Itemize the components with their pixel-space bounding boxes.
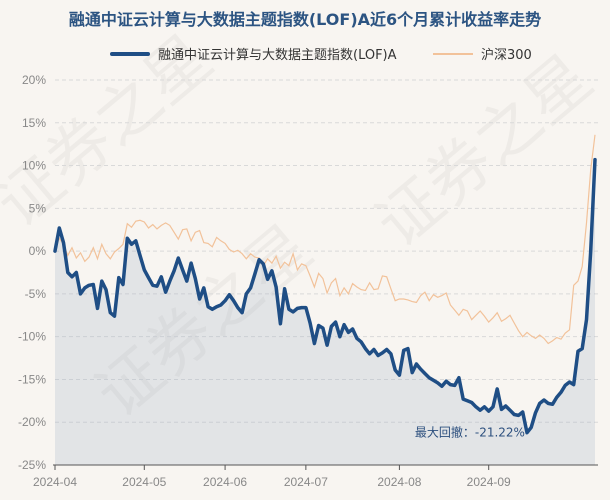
axes: 20% 15% 10% 5% 0% -5% -10% -15% -20% -25% 2024-04 2… — [18, 73, 598, 489]
y-tick-label: -20% — [18, 415, 46, 429]
fund-area — [55, 159, 595, 465]
legend-item-fund[interactable]: 融通中证云计算与大数据主题指数(LOF)A — [110, 44, 397, 63]
y-tick-label: 10% — [22, 159, 46, 173]
legend-swatch-index — [433, 52, 473, 55]
annotations: 最大回撤：-21.22% — [415, 425, 525, 440]
y-tick-label: 0% — [29, 244, 47, 258]
y-tick-label: -5% — [25, 287, 47, 301]
legend: 融通中证云计算与大数据主题指数(LOF)A 沪深300 — [0, 44, 610, 64]
legend-label-index: 沪深300 — [481, 48, 532, 63]
y-tick-label: -15% — [18, 372, 46, 386]
y-tick-label: -25% — [18, 458, 46, 472]
y-tick-label: 15% — [22, 116, 46, 130]
x-tick-label: 2024-08 — [377, 475, 421, 489]
max-drawdown-label: 最大回撤：-21.22% — [415, 425, 525, 440]
legend-label-fund: 融通中证云计算与大数据主题指数(LOF)A — [158, 48, 397, 63]
chart-title: 融通中证云计算与大数据主题指数(LOF)A近6个月累计收益率走势 — [68, 10, 542, 29]
y-tick-label: 5% — [29, 201, 47, 215]
series-layer — [53, 134, 597, 465]
y-tick-label: -10% — [18, 330, 46, 344]
legend-swatch-fund — [110, 51, 150, 56]
legend-item-index[interactable]: 沪深300 — [433, 44, 532, 63]
x-tick-label: 2024-09 — [467, 475, 511, 489]
y-tick-label: 20% — [22, 73, 46, 87]
x-tick-label: 2024-07 — [284, 475, 328, 489]
x-tick-label: 2024-06 — [203, 475, 247, 489]
series-line-fund — [53, 157, 597, 435]
watermark-text: 证券之星 — [363, 41, 607, 262]
x-tick-label: 2024-04 — [33, 475, 77, 489]
x-tick-label: 2024-05 — [122, 475, 166, 489]
series-line-index — [54, 134, 596, 345]
